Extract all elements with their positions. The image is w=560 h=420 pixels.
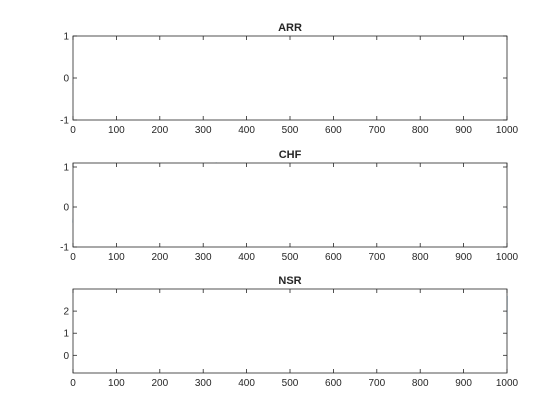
y-tick-label: 2	[63, 307, 69, 318]
axes-box	[72, 162, 508, 248]
x-tick-label: 200	[151, 378, 168, 389]
x-tick-label: 900	[455, 378, 472, 389]
axes-box	[72, 288, 508, 374]
x-tick-label: 600	[325, 252, 342, 263]
x-tick-label: 1000	[496, 125, 519, 136]
subplot-nsr: 0 100 200 300 400 500 600 700 800 900 1000 0 1 2 NSR	[63, 275, 518, 389]
x-tick-label: 0	[70, 252, 76, 263]
x-tick-label: 900	[455, 252, 472, 263]
x-tick-label: 300	[195, 378, 212, 389]
y-tick-label: 1	[63, 163, 69, 174]
x-tick-label: 800	[412, 125, 429, 136]
subplot-title: NSR	[278, 275, 301, 287]
y-tick-label: 1	[63, 32, 69, 43]
x-tick-label: 700	[368, 378, 385, 389]
x-tick-label: 200	[151, 125, 168, 136]
x-tick-label: 300	[195, 252, 212, 263]
x-tick-label: 0	[70, 125, 76, 136]
y-tick-label: -1	[60, 116, 69, 127]
subplot-title: ARR	[278, 22, 302, 34]
x-tick-label: 700	[368, 125, 385, 136]
x-tick-label: 600	[325, 125, 342, 136]
x-tick-label: 400	[238, 125, 255, 136]
y-tick-label: -1	[60, 243, 69, 254]
x-tick-label: 300	[195, 125, 212, 136]
x-tick-label: 400	[238, 252, 255, 263]
x-tick-label: 1000	[496, 252, 519, 263]
x-tick-label: 500	[282, 378, 299, 389]
x-tick-label: 500	[282, 125, 299, 136]
x-tick-label: 100	[108, 252, 125, 263]
x-tick-label: 0	[70, 378, 76, 389]
y-tick-label: 0	[63, 351, 69, 362]
x-tick-label: 1000	[496, 378, 519, 389]
x-tick-label: 100	[108, 125, 125, 136]
x-tick-label: 100	[108, 378, 125, 389]
y-tick-label: 0	[63, 74, 69, 85]
x-tick-label: 800	[412, 378, 429, 389]
axes-box	[72, 35, 508, 121]
x-tick-label: 800	[412, 252, 429, 263]
y-tick-label: 0	[63, 203, 69, 214]
x-tick-label: 200	[151, 252, 168, 263]
y-tick-label: 1	[63, 329, 69, 340]
x-tick-label: 700	[368, 252, 385, 263]
x-tick-label: 500	[282, 252, 299, 263]
x-tick-label: 400	[238, 378, 255, 389]
subplot-title: CHF	[279, 149, 302, 161]
x-tick-label: 900	[455, 125, 472, 136]
x-tick-label: 600	[325, 378, 342, 389]
